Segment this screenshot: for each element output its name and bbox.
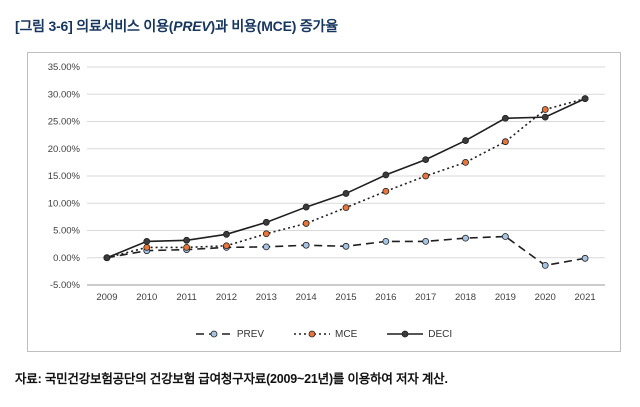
x-axis-tick-label: 2018 — [455, 292, 476, 303]
data-point-prev — [422, 237, 430, 245]
data-point-mce — [541, 106, 549, 113]
x-axis-tick-label: 2012 — [216, 292, 237, 303]
x-axis-tick-label: 2011 — [176, 292, 196, 303]
chart-container: -5.00% 0.00% 5.00% 10.00% 15.00% 20.00% 25.00%… — [27, 52, 621, 352]
legend-marker-mce — [308, 330, 316, 338]
figure-title-prev: PREV — [173, 18, 211, 34]
data-point-deci — [262, 218, 270, 226]
figure-title-text-1: 의료서비스 이용( — [72, 18, 174, 34]
data-point-mce — [302, 220, 310, 227]
data-point-mce — [422, 172, 430, 180]
legend-label-prev: PREV — [236, 328, 265, 340]
legend-label-deci: DECI — [428, 328, 453, 340]
legend-label-mce: MCE — [335, 328, 358, 340]
data-point-prev — [342, 242, 350, 250]
y-axis-tick-label: 10.00% — [48, 198, 81, 209]
figure-title: [그림 3-6] 의료서비스 이용(PREV)과 비용(MCE) 증가율 — [15, 16, 338, 36]
data-point-deci — [183, 236, 191, 244]
data-point-mce — [382, 187, 390, 195]
data-point-deci — [223, 230, 230, 238]
data-point-deci — [501, 114, 509, 122]
data-point-mce — [262, 230, 270, 238]
y-axis-tick-label: 20.00% — [48, 144, 81, 155]
data-point-mce — [462, 158, 469, 166]
data-point-deci — [581, 95, 589, 103]
data-point-mce — [143, 243, 151, 251]
x-axis-tick-label: 2017 — [415, 292, 436, 303]
data-point-prev — [541, 261, 549, 269]
figure-number-label: [그림 3-6] — [15, 18, 73, 34]
y-axis-tick-label: 35.00% — [48, 62, 81, 73]
data-point-deci — [342, 190, 350, 197]
y-axis-tick-label: 15.00% — [48, 171, 81, 182]
data-point-deci — [422, 156, 430, 164]
data-point-mce — [501, 138, 509, 146]
legend-line-sample-deci — [387, 330, 424, 338]
data-point-prev — [501, 233, 509, 240]
data-point-deci — [382, 171, 390, 179]
x-axis-tick-label: 2010 — [136, 292, 157, 303]
data-point-prev — [581, 254, 589, 262]
legend-line-sample-mce — [294, 330, 331, 338]
line-chart: -5.00% 0.00% 5.00% 10.00% 15.00% 20.00% 25.00%… — [48, 62, 605, 303]
source-note: 자료: 국민건강보험공단의 건강보험 급여청구자료(2009~21년)를 이용하… — [15, 372, 448, 386]
legend-marker-prev — [210, 330, 218, 338]
data-point-prev — [462, 234, 469, 242]
legend-marker-deci — [401, 330, 409, 338]
figure-title-text-2: )과 비용(MCE) 증가율 — [210, 18, 339, 34]
y-axis-tick-label: 0.00% — [53, 253, 80, 264]
data-point-deci — [143, 237, 151, 245]
data-point-mce — [223, 242, 230, 250]
y-axis-tick-label: 30.00% — [48, 89, 81, 100]
x-axis-tick-label: 2019 — [495, 292, 516, 303]
x-axis-tick-label: 2021 — [575, 292, 596, 303]
legend-line-sample-prev — [195, 330, 232, 338]
x-axis-tick-label: 2009 — [96, 292, 117, 303]
series-line-deci — [106, 97, 586, 259]
x-axis-tick-label: 2016 — [375, 292, 396, 303]
x-axis-tick-label: 2020 — [535, 292, 556, 303]
legend-item-prev: PREV — [195, 328, 265, 340]
x-axis-tick-label: 2014 — [296, 292, 317, 303]
x-axis-tick-label: 2013 — [256, 292, 277, 303]
y-axis-tick-label: 5.00% — [53, 226, 80, 237]
legend-item-mce: MCE — [294, 329, 357, 340]
data-point-deci — [541, 113, 549, 121]
y-axis-tick-label: 25.00% — [48, 117, 81, 128]
data-point-deci — [462, 137, 469, 144]
data-point-mce — [342, 204, 350, 212]
x-axis-tick-label: 2015 — [335, 292, 356, 303]
data-point-prev — [262, 243, 270, 251]
series-line-mce — [106, 97, 586, 259]
y-axis-tick-label: -5.00% — [50, 280, 81, 291]
data-point-mce — [183, 243, 191, 251]
data-point-deci — [302, 203, 310, 211]
data-point-prev — [382, 237, 390, 245]
data-point-deci — [103, 254, 111, 262]
legend-item-deci: DECI — [387, 329, 452, 340]
chart-legend: PREV MCE DECI — [28, 317, 620, 351]
data-point-prev — [302, 241, 310, 249]
